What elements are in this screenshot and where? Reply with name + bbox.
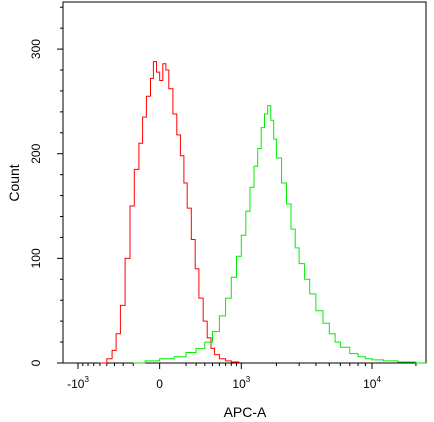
x-tick-label: 0 <box>156 377 163 391</box>
series-layer <box>99 61 426 364</box>
y-tick-label: 0 <box>29 359 43 366</box>
x-axis-title: APC-A <box>224 404 267 420</box>
y-tick-label: 200 <box>29 143 43 163</box>
histogram-series-1 <box>99 61 240 364</box>
x-tick-label: 103 <box>232 375 250 391</box>
x-tick-label: -103 <box>67 375 89 391</box>
histogram-series-2 <box>133 105 426 364</box>
x-tick-label: 104 <box>363 375 381 391</box>
plot-frame <box>62 1 427 364</box>
y-tick-label: 300 <box>29 39 43 59</box>
y-axis-title: Count <box>6 164 22 201</box>
x-axis-ticks: -103 0 103 104 <box>67 363 417 391</box>
y-tick-label: 100 <box>29 248 43 268</box>
y-axis-ticks: 0 100 200 300 <box>29 6 63 366</box>
